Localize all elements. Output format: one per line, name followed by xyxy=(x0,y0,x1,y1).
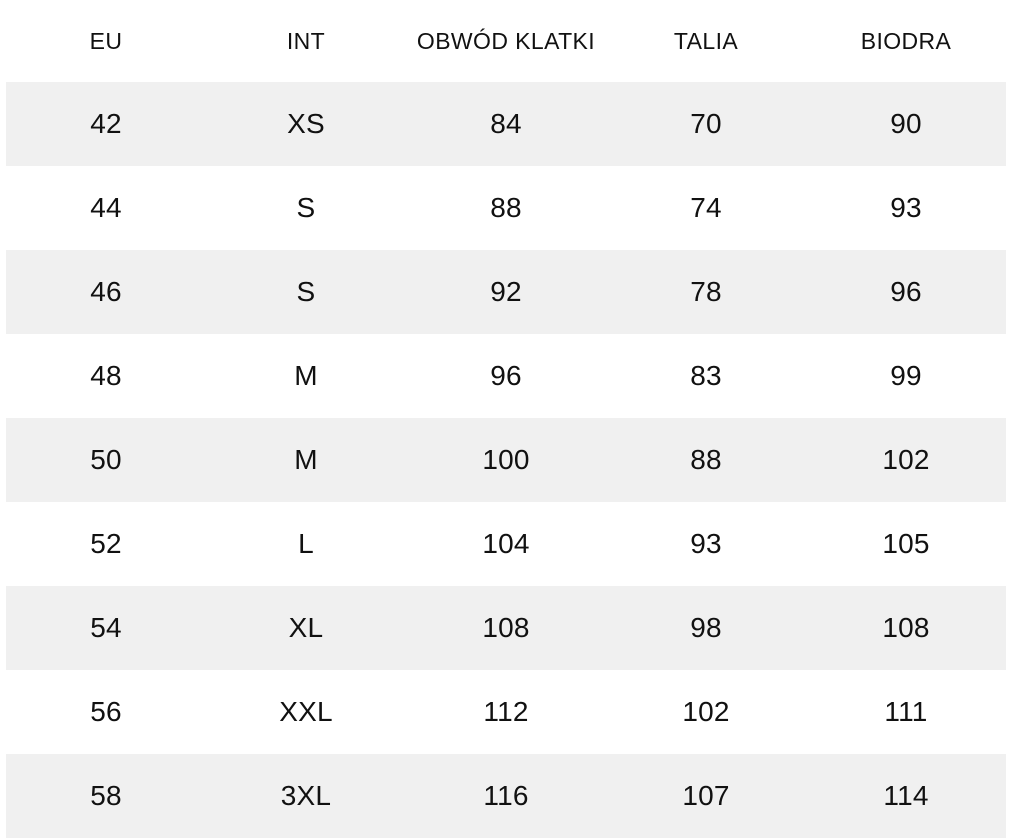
size-chart-table: EU INT OBWÓD KLATKI TALIA BIODRA 42 XS 84 70 90 44… xyxy=(6,0,1006,838)
table-row: 44 S 88 74 93 xyxy=(6,166,1006,250)
table-cell-talia: 107 xyxy=(682,780,730,811)
table-cell-talia: 70 xyxy=(690,108,722,139)
table-cell-talia: 74 xyxy=(690,192,722,223)
table-cell-biodra: 102 xyxy=(882,444,930,475)
table-cell-talia: 102 xyxy=(682,696,730,727)
table-row: 42 XS 84 70 90 xyxy=(6,82,1006,166)
table-row: 50 M 100 88 102 xyxy=(6,418,1006,502)
table-row: 48 M 96 83 99 xyxy=(6,334,1006,418)
table-cell-biodra: 99 xyxy=(890,360,922,391)
header-cell-talia: TALIA xyxy=(673,27,739,54)
table-row: 54 XL 108 98 108 xyxy=(6,586,1006,670)
table-cell-talia: 88 xyxy=(690,444,722,475)
table-cell-biodra: 108 xyxy=(882,612,930,643)
table-cell-int: M xyxy=(294,360,318,391)
table-cell-eu: 58 xyxy=(90,780,122,811)
header-cell-biodra: BIODRA xyxy=(860,27,952,54)
header-cell-int: INT xyxy=(286,27,326,54)
table-cell-int: M xyxy=(294,444,318,475)
table-row: 46 S 92 78 96 xyxy=(6,250,1006,334)
table-cell-biodra: 114 xyxy=(883,780,929,811)
table-row: 58 3XL 116 107 114 xyxy=(6,754,1006,838)
header-cell-obwod-klatki: OBWÓD KLATKI xyxy=(416,27,596,54)
table-cell-eu: 50 xyxy=(90,444,122,475)
table-cell-biodra: 96 xyxy=(890,276,922,307)
table-cell-obwod-klatki: 84 xyxy=(490,108,522,139)
table-cell-obwod-klatki: 112 xyxy=(483,696,529,727)
table-cell-int: XXL xyxy=(279,696,333,727)
table-cell-eu: 44 xyxy=(90,192,122,223)
table-cell-obwod-klatki: 108 xyxy=(482,612,530,643)
table-cell-int: S xyxy=(296,276,316,307)
table-cell-talia: 78 xyxy=(690,276,722,307)
table-cell-int: S xyxy=(296,192,316,223)
table-cell-obwod-klatki: 116 xyxy=(483,780,529,811)
table-cell-eu: 46 xyxy=(90,276,122,307)
table-cell-biodra: 111 xyxy=(884,696,928,727)
table-cell-talia: 83 xyxy=(690,360,722,391)
table-cell-biodra: 90 xyxy=(890,108,922,139)
table-cell-eu: 56 xyxy=(90,696,122,727)
table-cell-eu: 48 xyxy=(90,360,122,391)
table-cell-talia: 93 xyxy=(690,528,722,559)
table-row: 52 L 104 93 105 xyxy=(6,502,1006,586)
table-header-row: EU INT OBWÓD KLATKI TALIA BIODRA xyxy=(6,0,1006,82)
table-cell-eu: 42 xyxy=(90,108,122,139)
table-cell-obwod-klatki: 100 xyxy=(482,444,530,475)
table-cell-eu: 54 xyxy=(90,612,122,643)
table-cell-int: 3XL xyxy=(280,780,332,811)
table-row: 56 XXL 112 102 111 xyxy=(6,670,1006,754)
table-cell-int: L xyxy=(298,528,314,559)
table-cell-biodra: 105 xyxy=(882,528,930,559)
table-cell-obwod-klatki: 92 xyxy=(490,276,522,307)
table-cell-int: XS xyxy=(287,108,325,139)
table-cell-obwod-klatki: 104 xyxy=(482,528,530,559)
table-cell-talia: 98 xyxy=(690,612,722,643)
table-cell-biodra: 93 xyxy=(890,192,922,223)
table-cell-eu: 52 xyxy=(90,528,122,559)
table-cell-obwod-klatki: 88 xyxy=(490,192,522,223)
header-cell-eu: EU xyxy=(89,27,123,54)
table-cell-obwod-klatki: 96 xyxy=(490,360,522,391)
table-cell-int: XL xyxy=(288,612,324,643)
